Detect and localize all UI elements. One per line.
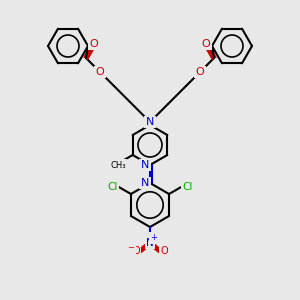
Text: −: − bbox=[128, 244, 134, 253]
Text: N: N bbox=[146, 117, 154, 127]
Text: O: O bbox=[96, 67, 104, 77]
Text: CH₃: CH₃ bbox=[110, 160, 126, 169]
Text: O: O bbox=[202, 39, 210, 49]
Text: N: N bbox=[141, 178, 149, 188]
Text: O: O bbox=[90, 39, 98, 49]
Text: +: + bbox=[151, 233, 158, 242]
Text: O: O bbox=[160, 246, 168, 256]
Text: O: O bbox=[132, 246, 140, 256]
Text: N: N bbox=[141, 160, 149, 170]
Text: O: O bbox=[196, 67, 204, 77]
Text: Cl: Cl bbox=[108, 182, 118, 192]
Text: N: N bbox=[146, 238, 154, 248]
Text: Cl: Cl bbox=[182, 182, 192, 192]
